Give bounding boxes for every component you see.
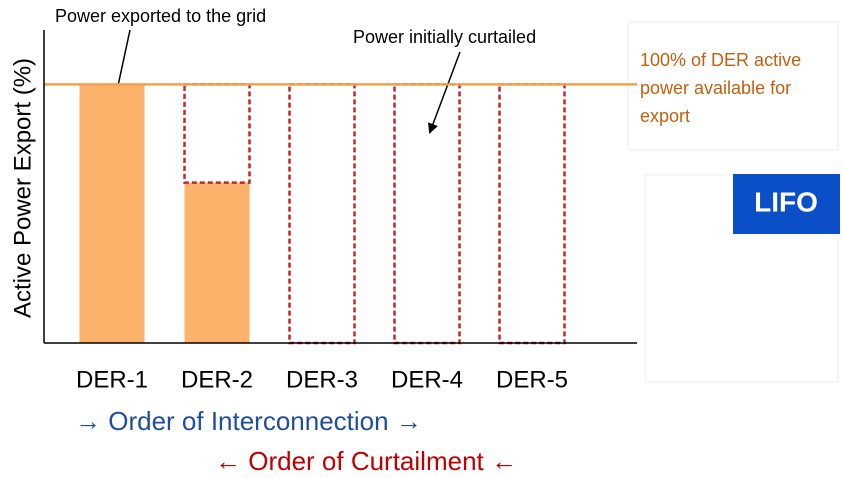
x-tick-label: DER-4 [391,366,463,393]
note-box [627,21,839,151]
exported-bar [184,182,250,343]
x-tick-label: DER-2 [181,366,253,393]
series-annotation: Power exported to the grid [55,6,266,26]
x-tick-label: DER-3 [286,366,358,393]
annotation-arrow [428,51,461,134]
curtailment-order: ← Order of Curtailment ← [215,446,517,476]
x-tick-label: DER-1 [76,366,148,393]
curtailed-bar [393,83,461,345]
reference-label: 100% of DER active power available for e… [640,50,802,126]
series-annotation: Power initially curtailed [353,27,536,47]
curtailed-bar [183,83,251,184]
interconnection-order: → Order of Interconnection → [75,406,422,436]
badge: LIFO [754,186,818,217]
curtailed-bar [288,83,356,345]
x-tick-label: DER-5 [496,366,568,393]
badge-box [733,174,840,234]
exported-bar [79,84,145,343]
curtailed-bar [498,83,566,345]
y-axis-label: Active Power Export (%) [9,58,36,318]
